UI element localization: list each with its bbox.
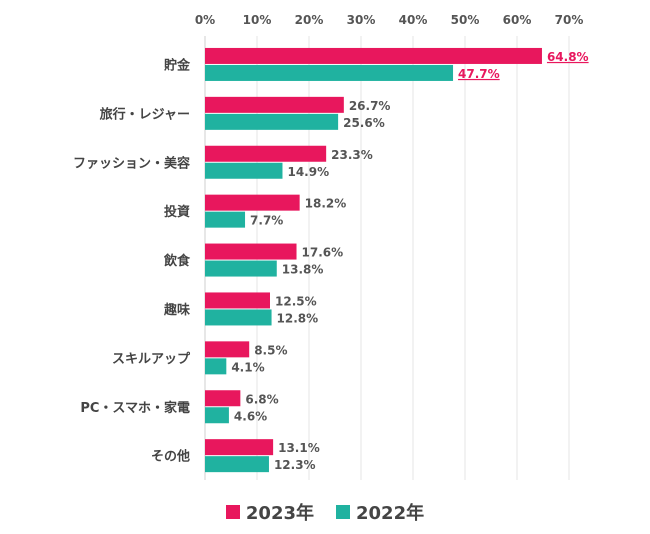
- bar-2023: [205, 390, 241, 407]
- bar-2022: [205, 456, 269, 473]
- x-tick-label: 0%: [195, 13, 215, 27]
- bar-2023: [205, 292, 270, 309]
- bar-2023: [205, 145, 327, 162]
- data-label: 4.6%: [234, 409, 267, 423]
- bar-2022: [205, 260, 277, 277]
- bar-2023: [205, 194, 300, 211]
- bar-2023: [205, 47, 542, 64]
- data-label: 12.3%: [274, 458, 316, 472]
- data-label: 18.2%: [305, 197, 347, 211]
- legend-swatch-2022: [336, 505, 350, 519]
- category-label: 貯金: [164, 57, 191, 73]
- legend-item-2023: 2023年: [225, 499, 314, 525]
- bar-2022: [205, 113, 339, 130]
- category-label: 旅行・レジャー: [100, 106, 190, 122]
- x-tick-label: 70%: [555, 13, 584, 27]
- x-tick-label: 50%: [451, 13, 480, 27]
- category-label: 投資: [164, 204, 190, 220]
- data-label: 12.5%: [275, 294, 317, 308]
- legend: 2023年 2022年: [0, 498, 650, 526]
- x-tick-label: 30%: [347, 13, 376, 27]
- legend-swatch-2023: [225, 505, 240, 519]
- category-label: PC・スマホ・家電: [80, 400, 190, 416]
- legend-item-2022: 2022年: [336, 499, 424, 525]
- bar-2023: [205, 96, 344, 113]
- data-label: 23.3%: [331, 148, 373, 162]
- bar-2023: [205, 341, 250, 358]
- data-label: 64.8%: [547, 50, 589, 64]
- bar-2022: [205, 309, 272, 326]
- data-label: 4.1%: [231, 360, 264, 374]
- category-label: その他: [151, 449, 190, 465]
- legend-label-2022: 2022年: [356, 503, 425, 524]
- data-label: 8.5%: [254, 343, 287, 357]
- x-tick-label: 40%: [399, 13, 428, 27]
- bar-2023: [205, 439, 274, 456]
- data-label: 7.7%: [250, 214, 283, 228]
- x-tick-label: 20%: [295, 13, 324, 27]
- data-label: 13.1%: [278, 441, 320, 455]
- data-label: 25.6%: [343, 116, 385, 130]
- x-tick-label: 60%: [503, 13, 532, 27]
- data-label: 6.8%: [245, 392, 278, 406]
- bar-2023: [205, 243, 297, 260]
- data-label: 13.8%: [282, 263, 324, 277]
- legend-label-2023: 2023年: [245, 503, 314, 524]
- bar-2022: [205, 64, 454, 81]
- category-label: 趣味: [163, 302, 190, 318]
- data-label: 26.7%: [349, 99, 391, 113]
- data-label: 17.6%: [302, 246, 344, 260]
- bar-2022: [205, 211, 246, 228]
- data-label: 14.9%: [287, 165, 329, 179]
- data-label: 47.7%: [458, 67, 500, 81]
- category-label: スキルアップ: [112, 352, 191, 367]
- category-label: 飲食: [163, 253, 191, 269]
- data-label: 12.8%: [277, 311, 319, 325]
- bar-2022: [205, 407, 229, 424]
- x-tick-label: 10%: [243, 13, 272, 27]
- category-label: ファッション・美容: [73, 155, 190, 171]
- bar-2022: [205, 162, 283, 179]
- bar-2022: [205, 358, 227, 375]
